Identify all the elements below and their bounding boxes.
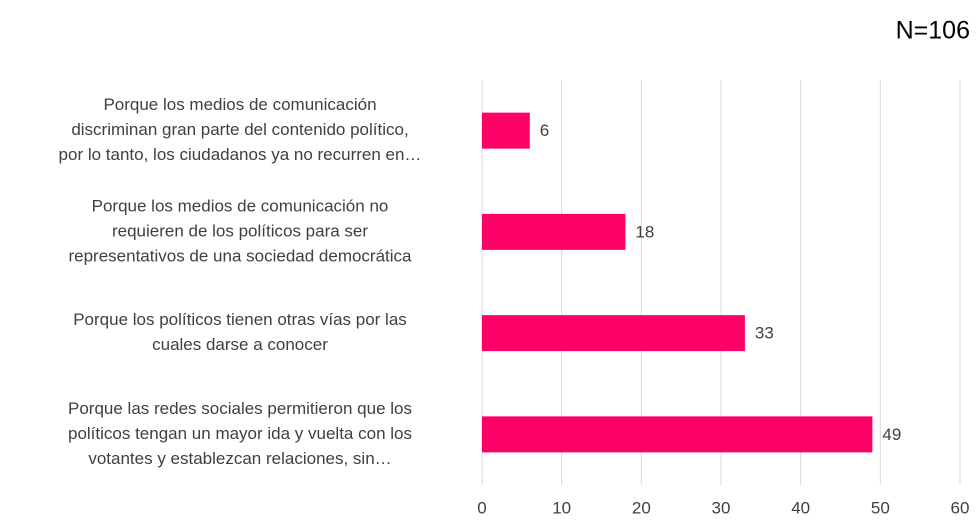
bar <box>482 112 530 149</box>
y-tick-label: por lo tanto, los ciudadanos ya no recur… <box>59 145 422 164</box>
x-tick-label: 0 <box>477 498 486 517</box>
data-label: 6 <box>540 121 549 140</box>
y-tick-label: votantes y establezcan relaciones, sin… <box>88 449 391 468</box>
x-tick-label: 40 <box>791 498 810 517</box>
bar <box>482 416 873 453</box>
y-tick-label: políticos tengan un mayor ida y vuelta c… <box>68 424 412 443</box>
bar <box>482 315 745 352</box>
y-tick-label: discriminan gran parte del contenido pol… <box>71 120 408 139</box>
data-label: 49 <box>882 425 901 444</box>
chart-title: N=106 <box>896 17 970 45</box>
y-tick-label: requieren de los políticos para ser <box>112 221 368 240</box>
x-tick-label: 10 <box>552 498 571 517</box>
y-tick-label: Porque los medios de comunicación no <box>92 196 389 215</box>
y-tick-label: representativos de una sociedad democrát… <box>68 246 412 265</box>
y-tick-label: cuales darse a conocer <box>152 335 328 354</box>
x-tick-label: 60 <box>951 498 970 517</box>
bar <box>482 213 626 250</box>
x-tick-label: 30 <box>712 498 731 517</box>
data-label: 18 <box>635 222 654 241</box>
y-tick-label: Porque los políticos tienen otras vías p… <box>73 310 407 329</box>
data-label: 33 <box>755 324 774 343</box>
x-tick-label: 50 <box>871 498 890 517</box>
y-tick-label: Porque los medios de comunicación <box>103 95 376 114</box>
y-tick-label: Porque las redes sociales permitieron qu… <box>68 399 412 418</box>
x-tick-label: 20 <box>632 498 651 517</box>
